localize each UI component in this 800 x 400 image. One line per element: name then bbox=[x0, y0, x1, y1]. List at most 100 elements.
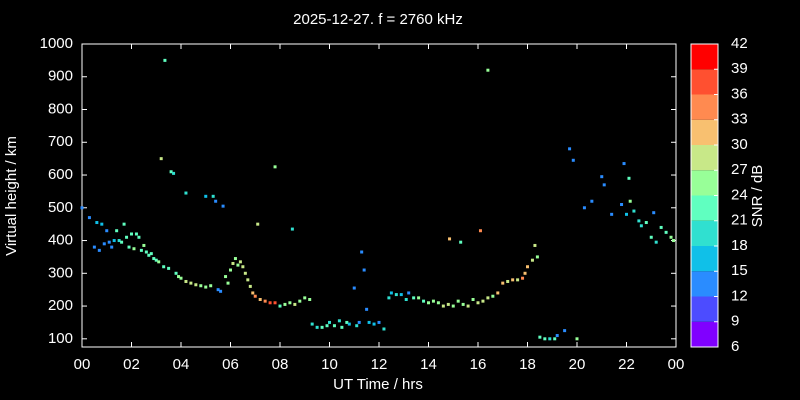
x-tick-label: 10 bbox=[321, 356, 338, 373]
data-point bbox=[555, 334, 559, 338]
data-point bbox=[219, 289, 223, 293]
data-point bbox=[496, 291, 500, 295]
data-point bbox=[132, 247, 136, 251]
chart-title: 2025-12-27. f = 2760 kHz bbox=[293, 11, 463, 28]
colorbar-segment bbox=[691, 44, 718, 70]
y-tick-label: 100 bbox=[48, 330, 73, 347]
data-point bbox=[243, 271, 247, 275]
x-tick-label: 00 bbox=[668, 356, 685, 373]
x-tick-label: 14 bbox=[420, 356, 437, 373]
data-point bbox=[461, 302, 465, 306]
colorbar-segment bbox=[691, 170, 718, 196]
data-point bbox=[127, 245, 131, 249]
data-point bbox=[325, 324, 329, 328]
data-point bbox=[154, 258, 158, 262]
data-point bbox=[365, 307, 369, 311]
colorbar-segment bbox=[691, 94, 718, 120]
data-point bbox=[147, 253, 151, 257]
data-point bbox=[644, 221, 648, 225]
data-point bbox=[506, 279, 510, 283]
data-point bbox=[253, 294, 257, 298]
data-point bbox=[357, 320, 361, 324]
data-point bbox=[568, 147, 572, 151]
data-point bbox=[345, 320, 349, 324]
data-point bbox=[654, 240, 658, 244]
data-point bbox=[229, 268, 232, 272]
data-point bbox=[95, 221, 99, 225]
data-point bbox=[622, 162, 626, 166]
data-point bbox=[625, 212, 628, 216]
data-point bbox=[521, 276, 525, 280]
x-axis-label: UT Time / hrs bbox=[333, 376, 423, 393]
data-point bbox=[328, 320, 331, 324]
colorbar-segment bbox=[691, 69, 718, 95]
data-point bbox=[142, 243, 146, 247]
y-tick-label: 400 bbox=[48, 232, 73, 249]
colorbar-tick-label: 42 bbox=[731, 35, 748, 52]
data-point bbox=[340, 325, 344, 329]
data-point bbox=[332, 324, 336, 328]
data-point bbox=[122, 222, 126, 226]
data-point bbox=[130, 232, 133, 236]
data-point bbox=[236, 263, 240, 267]
data-point bbox=[100, 222, 104, 226]
data-point bbox=[224, 275, 228, 279]
data-point bbox=[204, 285, 208, 289]
data-point bbox=[652, 211, 656, 215]
data-point bbox=[194, 283, 198, 287]
data-point bbox=[298, 299, 302, 303]
data-point bbox=[441, 304, 445, 308]
data-point bbox=[87, 216, 91, 220]
y-tick-label: 800 bbox=[48, 100, 73, 117]
colorbar-tick-label: 27 bbox=[731, 161, 748, 178]
colorbar-tick-label: 39 bbox=[731, 60, 748, 77]
data-point bbox=[478, 229, 482, 233]
data-point bbox=[347, 322, 351, 326]
y-tick-label: 600 bbox=[48, 166, 73, 183]
data-point bbox=[320, 325, 324, 329]
x-tick-label: 06 bbox=[222, 356, 239, 373]
data-point bbox=[216, 288, 220, 292]
x-tick-label: 02 bbox=[123, 356, 140, 373]
data-point bbox=[404, 298, 408, 302]
colorbar-tick-label: 30 bbox=[731, 136, 748, 153]
data-point bbox=[533, 243, 537, 247]
data-point bbox=[105, 229, 109, 233]
y-axis-label: Virtual height / km bbox=[3, 136, 20, 256]
data-point bbox=[471, 298, 475, 302]
data-point bbox=[337, 319, 341, 323]
data-point bbox=[134, 232, 138, 236]
x-tick-label: 04 bbox=[173, 356, 190, 373]
data-point bbox=[516, 278, 520, 282]
data-point bbox=[273, 165, 277, 169]
data-point bbox=[632, 209, 636, 213]
data-point bbox=[538, 335, 542, 339]
data-point bbox=[501, 281, 505, 285]
data-point bbox=[394, 293, 398, 297]
data-point bbox=[310, 322, 314, 326]
data-point bbox=[399, 293, 403, 297]
data-point bbox=[184, 279, 188, 283]
data-point bbox=[362, 268, 366, 272]
data-point bbox=[163, 58, 167, 62]
data-point bbox=[115, 229, 119, 233]
data-point bbox=[233, 257, 237, 261]
data-point bbox=[659, 225, 663, 229]
colorbar-tick-label: 15 bbox=[731, 262, 748, 279]
data-point bbox=[360, 250, 364, 254]
data-point bbox=[466, 304, 470, 308]
colorbar-tick-label: 21 bbox=[731, 212, 748, 229]
data-point bbox=[431, 299, 435, 303]
data-point bbox=[167, 266, 171, 270]
data-point bbox=[177, 275, 181, 279]
colorbar-segment bbox=[691, 296, 718, 322]
data-point bbox=[258, 298, 262, 302]
data-point bbox=[226, 281, 230, 285]
data-point bbox=[627, 176, 631, 180]
data-point bbox=[575, 337, 579, 341]
y-tick-label: 700 bbox=[48, 133, 73, 150]
data-point bbox=[293, 302, 297, 306]
colorbar-segment bbox=[691, 246, 718, 272]
